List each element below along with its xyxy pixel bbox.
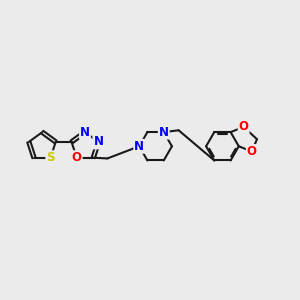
Text: O: O <box>238 120 249 134</box>
Text: N: N <box>159 126 169 139</box>
Text: N: N <box>134 140 144 153</box>
Text: O: O <box>72 151 82 164</box>
Text: N: N <box>93 135 103 148</box>
Text: S: S <box>46 151 55 164</box>
Text: O: O <box>247 145 257 158</box>
Text: N: N <box>80 126 90 139</box>
